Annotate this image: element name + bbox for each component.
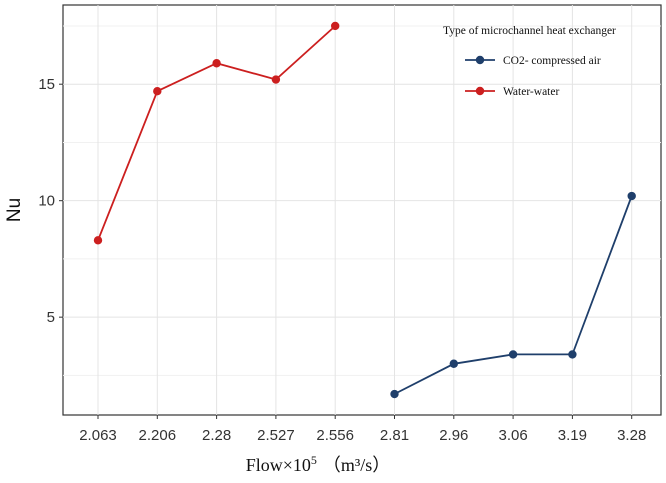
data-point-series-1 — [449, 359, 458, 368]
legend: Type of microchannel heat exchanger CO2-… — [443, 25, 616, 98]
y-tick-label: 15 — [38, 76, 55, 93]
y-tick-label: 5 — [47, 309, 55, 326]
series-group — [93, 21, 636, 399]
x-axis-title-units: （m³/s） — [323, 455, 390, 475]
x-tick-label: 2.96 — [439, 427, 468, 444]
data-point-series-1 — [568, 350, 577, 359]
y-tick-label: 10 — [38, 193, 55, 210]
data-point-series-2 — [93, 236, 103, 245]
legend-title: Type of microchannel heat exchanger — [443, 25, 616, 37]
x-tick-label: 2.81 — [380, 427, 409, 444]
legend-label: Water-water — [503, 86, 559, 98]
x-tick-label: 2.28 — [202, 427, 231, 444]
data-point-series-2 — [271, 75, 281, 84]
grid — [63, 5, 661, 415]
y-axis-title: Nu — [4, 198, 25, 222]
data-point-series-1 — [390, 389, 399, 399]
plot-panel — [62, 4, 662, 416]
data-point-series-2 — [212, 59, 221, 68]
x-axis-title: Flow×105 （m³/s） — [246, 453, 391, 475]
legend-label: CO2- compressed air — [503, 55, 601, 67]
x-tick-label: 2.556 — [316, 427, 354, 444]
x-tick-label: 2.206 — [139, 427, 177, 444]
data-point-series-2 — [153, 86, 162, 96]
legend-items: CO2- compressed air Water-water — [465, 55, 601, 98]
x-axis-title-main: Flow×10 — [246, 455, 311, 475]
data-point-series-1 — [627, 191, 636, 201]
axes: 5 10 15 2.063 2.206 2.28 2.527 2.556 2.81 2.96 3.0… — [38, 76, 646, 444]
legend-key-point — [475, 55, 485, 65]
data-point-series-2 — [331, 21, 340, 31]
x-tick-label: 2.063 — [79, 427, 117, 444]
x-axis-title-superscript: 5 — [311, 453, 317, 467]
x-tick-label: 3.06 — [498, 427, 527, 444]
data-point-series-1 — [508, 350, 518, 359]
x-tick-label: 2.527 — [257, 427, 295, 444]
x-tick-label: 3.19 — [558, 427, 587, 444]
x-tick-label: 3.28 — [617, 427, 646, 444]
legend-key-point — [475, 86, 485, 96]
